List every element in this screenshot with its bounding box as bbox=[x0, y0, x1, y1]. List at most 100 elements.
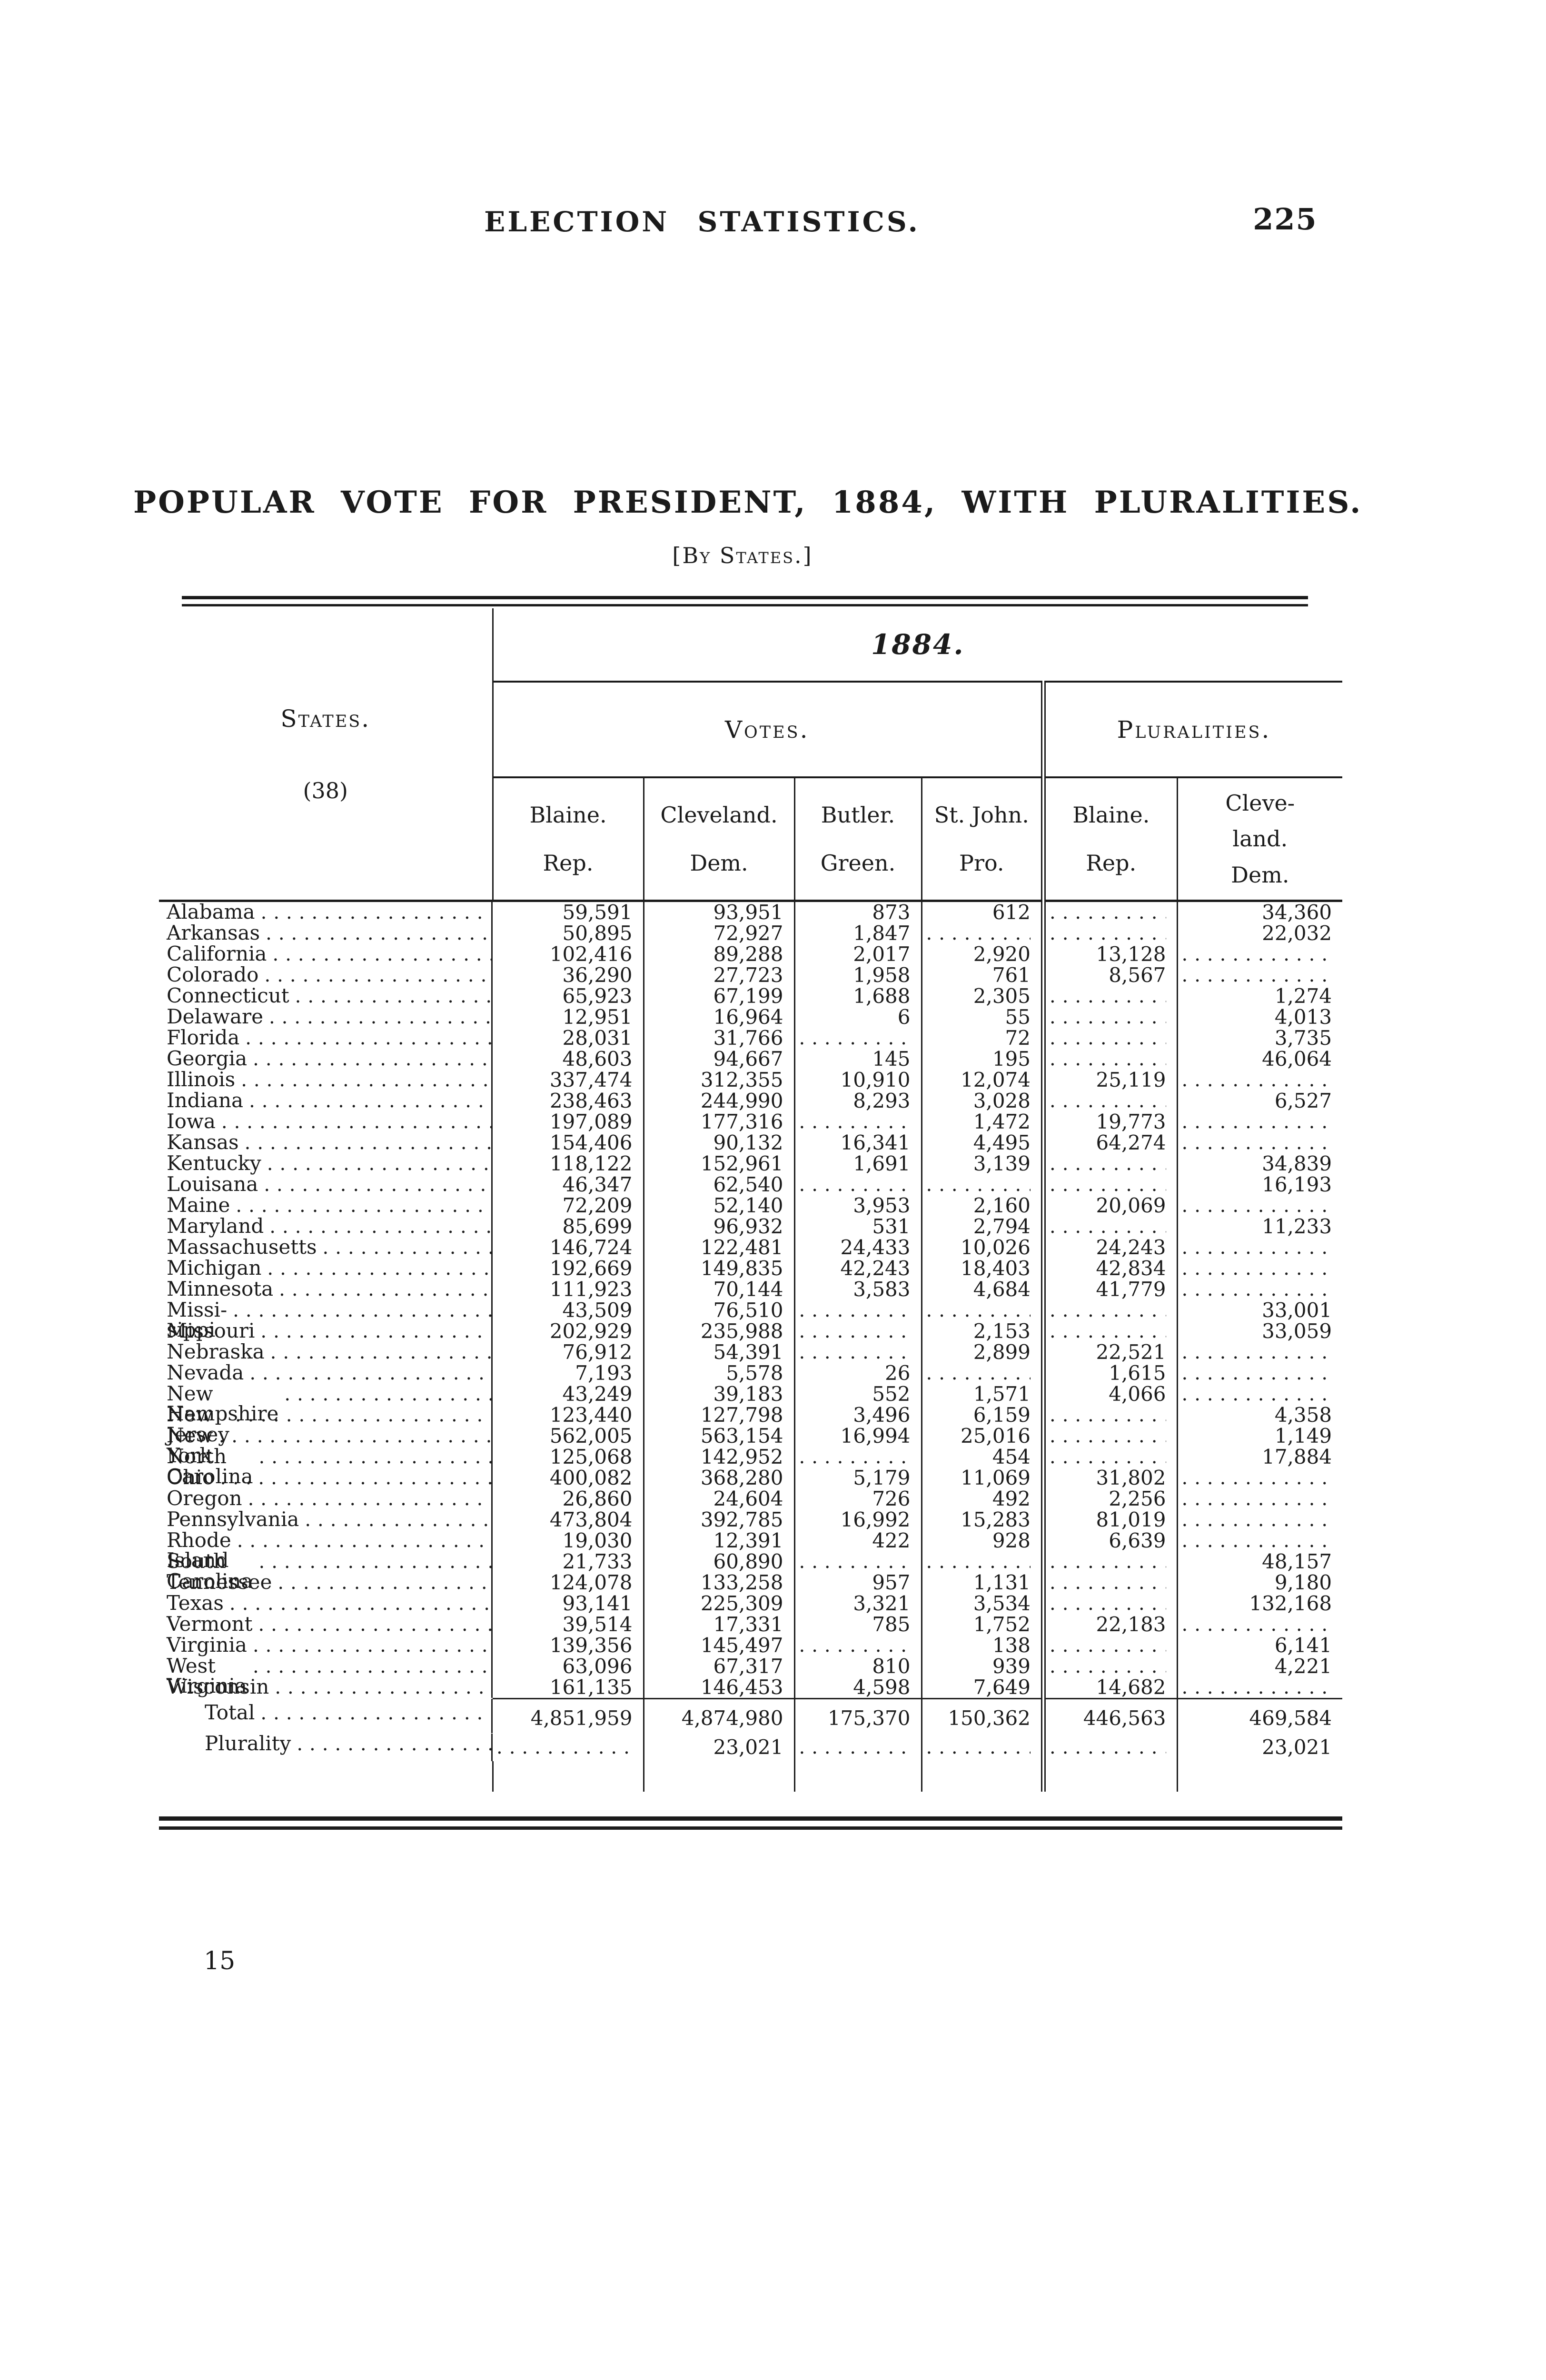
value-cell: 122,481 bbox=[643, 1237, 794, 1258]
value-cell: 19,030 bbox=[562, 1529, 633, 1552]
empty-cell-dots: .................. bbox=[1050, 1008, 1166, 1027]
state-name: Indiana bbox=[167, 1089, 244, 1112]
empty-cell-dots: .................. bbox=[1050, 1091, 1166, 1111]
dot-leader: ........................................… bbox=[269, 1217, 491, 1236]
table-row: Alabama.................................… bbox=[159, 901, 1343, 923]
table-row: Nebraska................................… bbox=[159, 1342, 1343, 1363]
value-cell: .................. bbox=[793, 1174, 922, 1195]
value-cell: 454 bbox=[921, 1447, 1043, 1468]
value-cell: 22,521 bbox=[1041, 1342, 1177, 1363]
value-cell: 46,347 bbox=[562, 1173, 633, 1196]
table-row: Virginia................................… bbox=[159, 1635, 1343, 1656]
value-cell: 235,988 bbox=[643, 1321, 794, 1342]
value-cell: 10,910 bbox=[793, 1070, 922, 1091]
table-row: Maryland................................… bbox=[159, 1216, 1343, 1237]
state-cell: Florida.................................… bbox=[159, 1028, 493, 1049]
value-cell: 6,527 bbox=[1176, 1091, 1343, 1111]
column-header-stjohn-votes: St. John. Pro. bbox=[921, 777, 1043, 902]
value-cell: 2,153 bbox=[921, 1321, 1043, 1342]
state-cell: Delaware................................… bbox=[159, 1007, 493, 1028]
dot-leader: ........................................… bbox=[267, 1259, 491, 1278]
value-cell: 400,082 bbox=[549, 1466, 633, 1489]
table-row: Ohio....................................… bbox=[159, 1466, 1343, 1489]
value-cell: .................. bbox=[1176, 1509, 1343, 1530]
value-cell: 312,355 bbox=[643, 1070, 794, 1091]
state-cell: New Jersey..............................… bbox=[159, 1405, 493, 1445]
value-cell: 133,258 bbox=[643, 1572, 794, 1593]
value-cell: 492 bbox=[921, 1488, 1043, 1509]
value-cell: 1,958 bbox=[793, 965, 922, 986]
party-name: Green. bbox=[820, 850, 896, 876]
value-cell: 152,961 bbox=[643, 1153, 794, 1174]
state-cell: Massachusetts...........................… bbox=[159, 1237, 493, 1258]
empty-cell-dots: .................. bbox=[1181, 1615, 1332, 1634]
value-cell: 4,684 bbox=[921, 1279, 1043, 1300]
value-cell: 4,598 bbox=[793, 1677, 922, 1699]
value-cell: 39,183 bbox=[643, 1384, 794, 1405]
table-row: Massachusetts...........................… bbox=[159, 1237, 1343, 1258]
value-cell: .................. bbox=[1041, 1091, 1177, 1111]
value-cell: .................. bbox=[793, 1551, 922, 1572]
column-header-cleveland-votes: Cleveland. Dem. bbox=[643, 777, 794, 902]
value-cell: 6,141 bbox=[1176, 1635, 1343, 1656]
value-cell: 34,839 bbox=[1176, 1153, 1343, 1174]
value-cell: 1,472 bbox=[921, 1111, 1043, 1132]
spacer-row bbox=[159, 1761, 1343, 1792]
spacer-cell bbox=[493, 1761, 644, 1792]
value-cell: 4,495 bbox=[921, 1132, 1043, 1153]
value-cell: 6,639 bbox=[1041, 1530, 1177, 1551]
dot-leader: ........................................… bbox=[305, 1510, 491, 1529]
value-cell: 2,256 bbox=[1041, 1488, 1177, 1509]
states-column-header: States. (38) bbox=[159, 608, 494, 902]
dot-leader: ........................................… bbox=[267, 1154, 491, 1173]
table-row: Rhode Island............................… bbox=[159, 1529, 1343, 1570]
state-name: South Carolina bbox=[167, 1549, 253, 1593]
table-row: Louisana................................… bbox=[159, 1173, 1343, 1196]
value-cell: .................. bbox=[1041, 1300, 1177, 1321]
spacer-cell bbox=[1176, 1761, 1343, 1792]
dot-leader: ........................................… bbox=[218, 1427, 491, 1446]
table-row: Connecticut.............................… bbox=[159, 984, 1343, 1007]
table-row: California..............................… bbox=[159, 942, 1343, 966]
dot-leader: ........................................… bbox=[244, 1133, 491, 1152]
state-name: Connecticut bbox=[167, 984, 289, 1007]
dot-leader: ........................................… bbox=[249, 1364, 491, 1383]
table-body: Alabama.................................… bbox=[159, 901, 1343, 1792]
top-double-rule bbox=[182, 596, 1308, 606]
value-cell: 4,013 bbox=[1176, 1007, 1343, 1028]
state-cell: Texas...................................… bbox=[159, 1593, 493, 1614]
value-cell: 238,463 bbox=[549, 1089, 633, 1112]
value-cell: .................. bbox=[1041, 1153, 1177, 1174]
empty-cell-dots: .................. bbox=[1050, 1594, 1166, 1613]
value-cell: 1,131 bbox=[921, 1572, 1043, 1593]
value-cell: 76,510 bbox=[643, 1300, 794, 1321]
value-cell: .................. bbox=[1041, 1174, 1177, 1195]
value-cell: .................. bbox=[1176, 944, 1343, 965]
states-count: (38) bbox=[303, 777, 348, 803]
value-cell: .................. bbox=[921, 1551, 1043, 1572]
value-cell: 873 bbox=[793, 901, 922, 923]
empty-cell-dots: .................. bbox=[1050, 903, 1166, 922]
empty-cell-dots: .................. bbox=[1181, 1343, 1332, 1362]
value-cell: 1,615 bbox=[1041, 1363, 1177, 1384]
value-cell: 4,874,980 bbox=[643, 1698, 794, 1734]
value-cell: 93,141 bbox=[562, 1592, 633, 1615]
state-name: Kansas bbox=[167, 1130, 239, 1154]
value-cell: 3,534 bbox=[921, 1593, 1043, 1614]
value-cell: 102,416 bbox=[549, 942, 633, 966]
table-row: Florida.................................… bbox=[159, 1028, 1343, 1049]
election-table-wrap: States. (38) 1884. Votes. Pluralities. B… bbox=[159, 596, 1343, 1830]
value-cell: 138 bbox=[921, 1635, 1043, 1656]
state-cell: Michigan................................… bbox=[159, 1258, 493, 1279]
value-cell: 16,964 bbox=[643, 1007, 794, 1028]
value-cell: 8,567 bbox=[1041, 965, 1177, 986]
value-cell: .................. bbox=[1176, 1530, 1343, 1551]
value-cell: 25,016 bbox=[921, 1426, 1043, 1447]
value-cell: 2,160 bbox=[921, 1195, 1043, 1216]
value-cell: 22,183 bbox=[1041, 1614, 1177, 1635]
value-cell: 16,341 bbox=[793, 1132, 922, 1153]
value-cell: 90,132 bbox=[643, 1132, 794, 1153]
value-cell: 20,069 bbox=[1041, 1195, 1177, 1216]
state-cell: Rhode Island............................… bbox=[159, 1530, 493, 1570]
table-row: Pennsylvania............................… bbox=[159, 1509, 1343, 1530]
